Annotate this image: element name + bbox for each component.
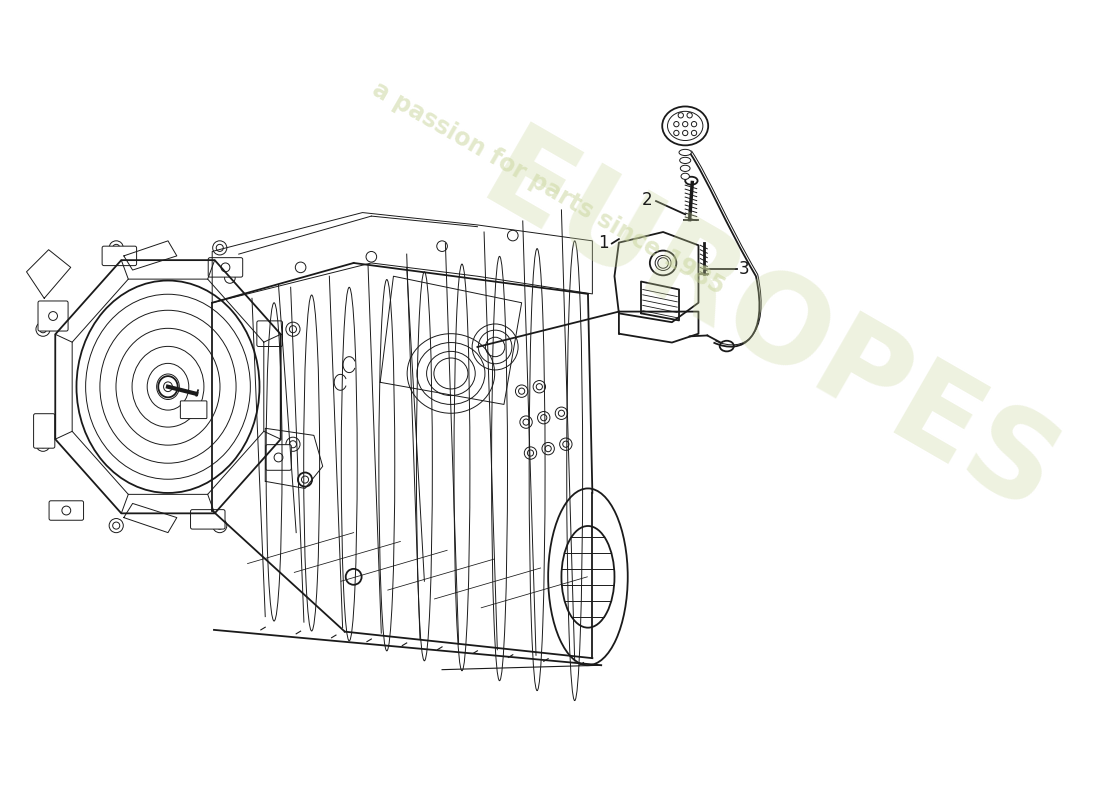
Ellipse shape	[681, 174, 690, 179]
Text: EUROPES: EUROPES	[462, 118, 1077, 541]
Circle shape	[507, 230, 518, 241]
Ellipse shape	[685, 177, 697, 185]
Circle shape	[556, 407, 568, 419]
FancyBboxPatch shape	[190, 510, 226, 529]
Circle shape	[286, 437, 300, 451]
Circle shape	[48, 311, 57, 321]
Circle shape	[295, 262, 306, 273]
Text: 3: 3	[739, 260, 750, 278]
Circle shape	[366, 251, 376, 262]
Circle shape	[345, 569, 362, 585]
Ellipse shape	[158, 376, 178, 398]
Circle shape	[274, 453, 283, 462]
FancyBboxPatch shape	[256, 321, 283, 346]
FancyBboxPatch shape	[180, 401, 207, 418]
FancyBboxPatch shape	[102, 246, 136, 266]
Circle shape	[109, 241, 123, 255]
Text: 2: 2	[642, 191, 652, 209]
Circle shape	[538, 411, 550, 424]
FancyBboxPatch shape	[266, 445, 292, 470]
FancyBboxPatch shape	[208, 258, 243, 277]
Circle shape	[534, 381, 546, 393]
Text: 1: 1	[597, 234, 608, 252]
Circle shape	[212, 518, 227, 533]
Circle shape	[224, 273, 235, 283]
Ellipse shape	[680, 166, 690, 171]
Ellipse shape	[719, 341, 734, 351]
Circle shape	[221, 263, 230, 272]
Circle shape	[542, 442, 554, 455]
FancyBboxPatch shape	[34, 414, 55, 448]
Ellipse shape	[680, 158, 691, 163]
Circle shape	[212, 241, 227, 255]
Circle shape	[109, 518, 123, 533]
FancyBboxPatch shape	[50, 501, 84, 520]
Circle shape	[560, 438, 572, 450]
Ellipse shape	[650, 250, 676, 275]
Ellipse shape	[662, 106, 708, 146]
Circle shape	[36, 322, 51, 336]
Circle shape	[437, 241, 448, 251]
Ellipse shape	[679, 150, 692, 155]
Circle shape	[516, 385, 528, 398]
Circle shape	[286, 322, 300, 336]
Ellipse shape	[164, 382, 173, 392]
Circle shape	[525, 447, 537, 459]
Text: a passion for parts since 1985: a passion for parts since 1985	[367, 77, 728, 299]
Circle shape	[298, 473, 312, 486]
Circle shape	[62, 506, 70, 515]
Circle shape	[36, 437, 51, 451]
FancyBboxPatch shape	[39, 301, 68, 331]
Circle shape	[520, 416, 532, 428]
